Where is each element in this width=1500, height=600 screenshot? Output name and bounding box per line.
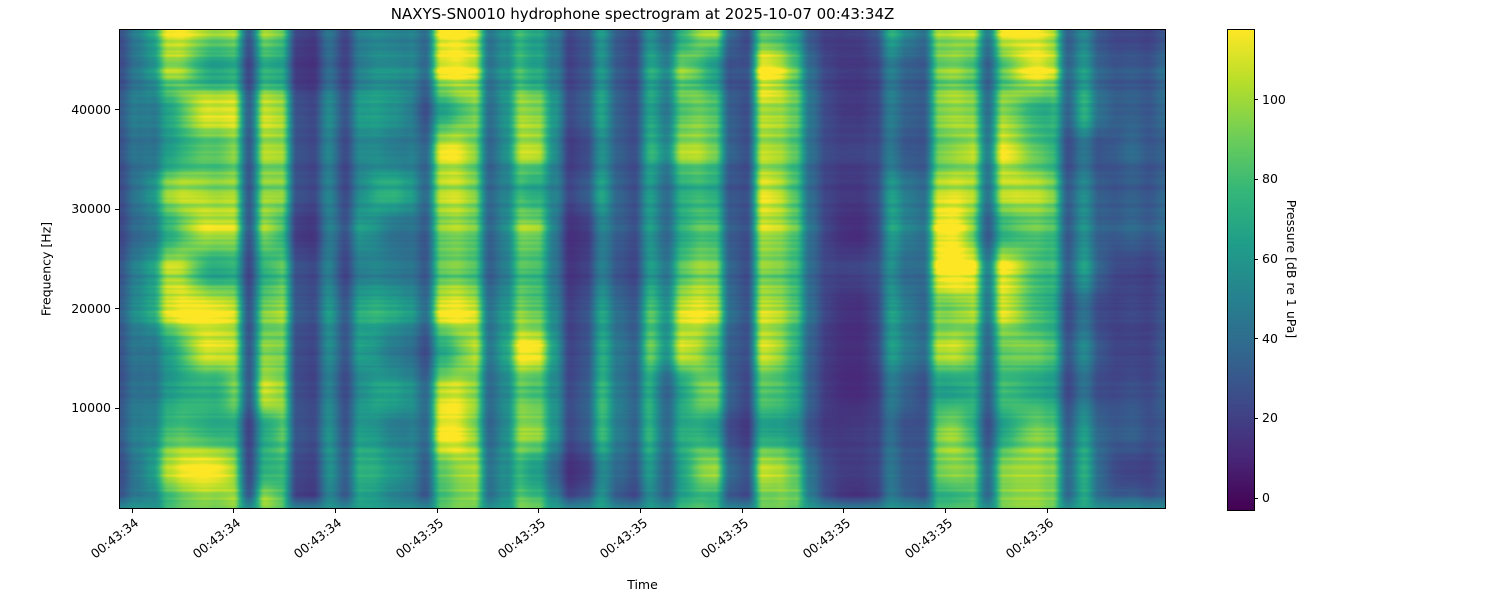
colorbar-tick-mark [1254,417,1258,419]
colorbar-tick-label: 60 [1262,251,1278,267]
colorbar [1227,29,1255,511]
x-tick-mark [945,509,947,513]
colorbar-tick-label: 20 [1262,410,1278,426]
x-tick-mark [233,509,235,513]
colorbar-label: Pressure [dB re 1 uPa] [1284,199,1299,339]
x-tick-mark [1046,509,1048,513]
colorbar-tick-mark [1254,258,1258,260]
y-tick-mark [115,109,119,111]
spectrogram-heatmap [120,30,1165,508]
colorbar-tick-label: 80 [1262,171,1278,187]
y-tick-mark [115,308,119,310]
y-tick-mark [115,407,119,409]
y-tick-label: 20000 [71,300,111,316]
colorbar-gradient [1228,30,1254,510]
colorbar-tick-label: 100 [1262,91,1286,107]
x-tick-mark [334,509,336,513]
colorbar-tick-mark [1254,497,1258,499]
figure-title: NAXYS-SN0010 hydrophone spectrogram at 2… [390,5,895,23]
colorbar-tick-mark [1254,338,1258,340]
x-tick-mark [131,509,133,513]
x-tick-mark [741,509,743,513]
plot-area [119,29,1166,509]
colorbar-tick-mark [1254,99,1258,101]
colorbar-tick-label: 40 [1262,330,1278,346]
x-tick-mark [843,509,845,513]
y-tick-mark [115,208,119,210]
y-tick-label: 40000 [71,101,111,117]
x-tick-mark [538,509,540,513]
x-tick-mark [436,509,438,513]
x-axis-label: Time [627,577,658,592]
x-tick-mark [640,509,641,513]
y-tick-label: 10000 [71,400,111,416]
colorbar-tick-label: 0 [1262,490,1270,506]
y-tick-label: 30000 [71,201,111,217]
colorbar-tick-mark [1254,178,1258,180]
